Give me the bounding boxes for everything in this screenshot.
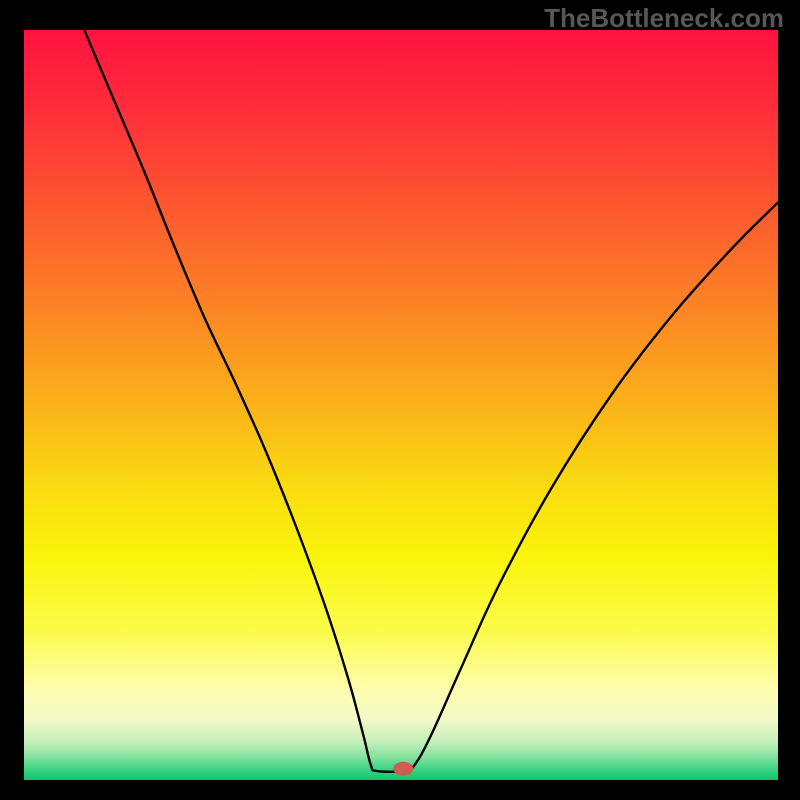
watermark-text: TheBottleneck.com [544, 3, 784, 34]
chart-plot-area [24, 30, 778, 780]
optimum-marker [393, 762, 413, 776]
bottleneck-chart [0, 0, 800, 800]
